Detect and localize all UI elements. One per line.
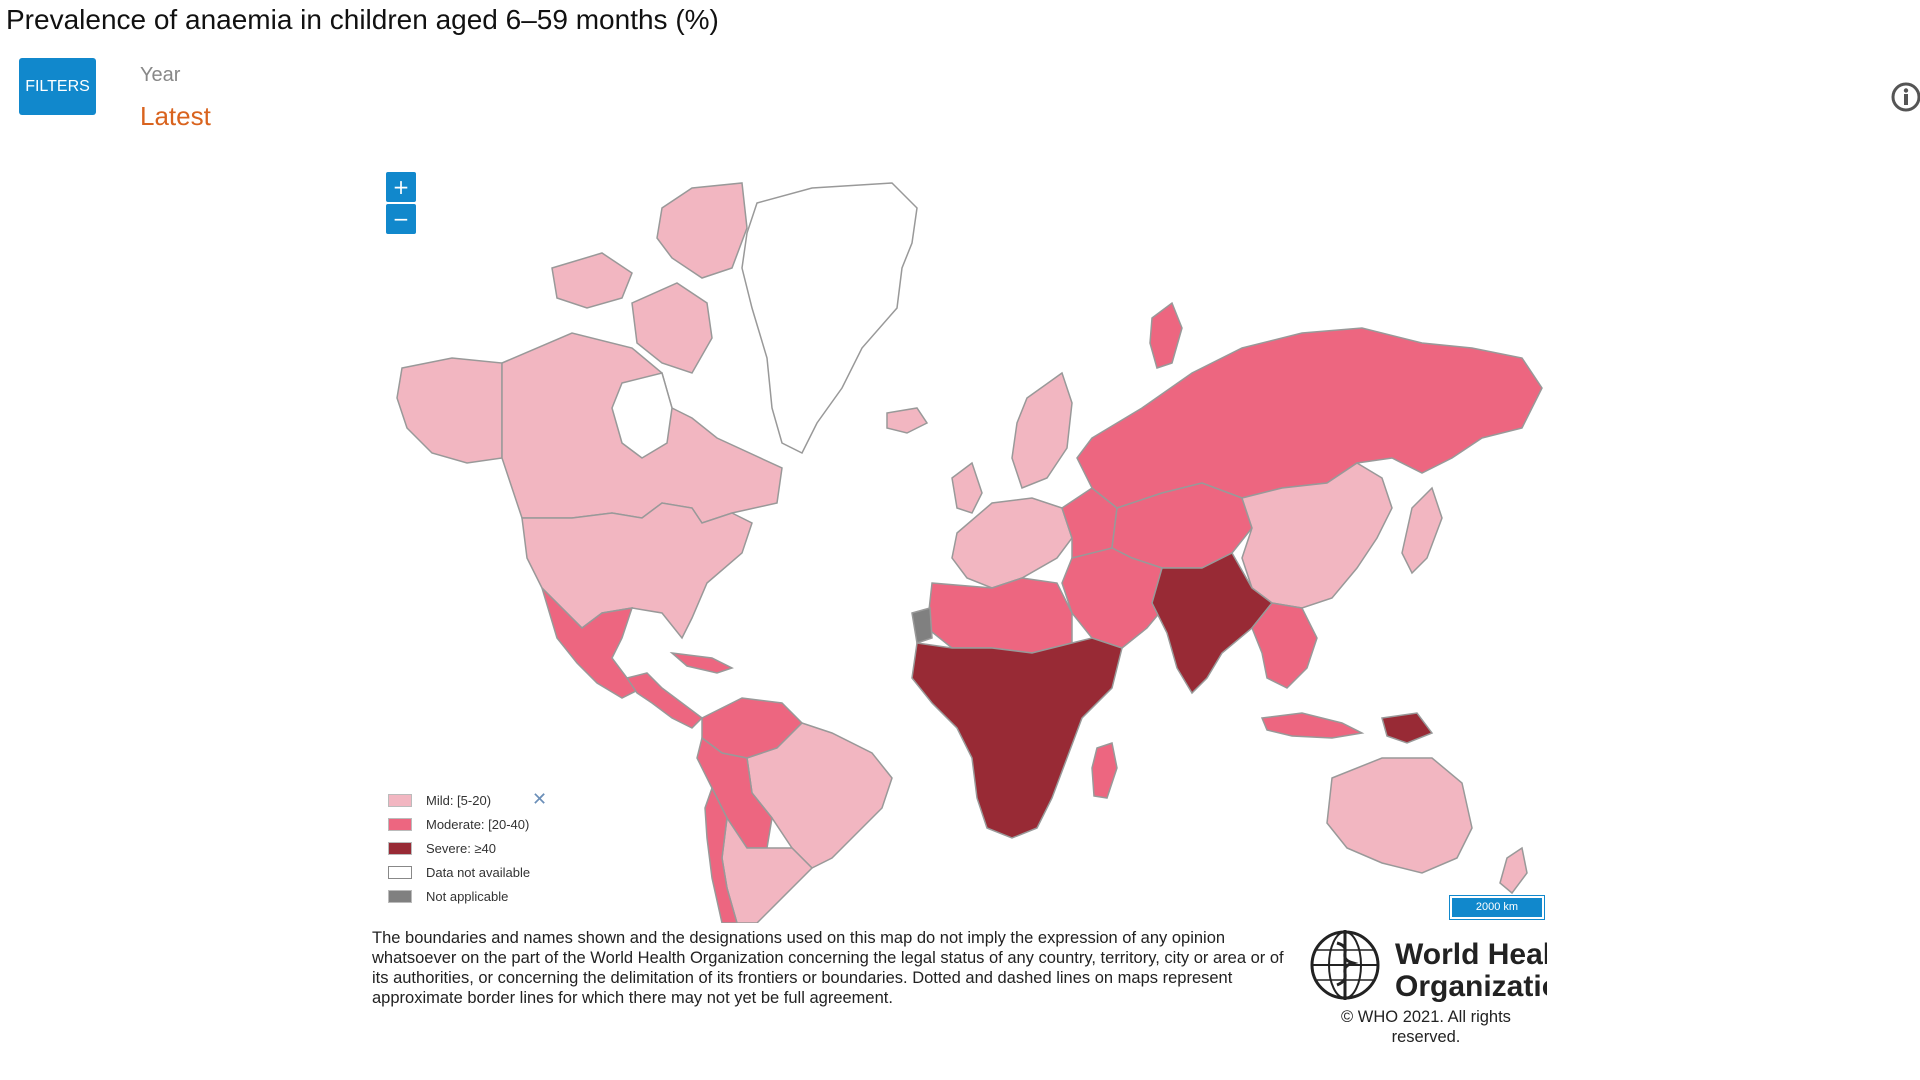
- legend-item-severe: Severe: ≥40: [388, 836, 558, 860]
- world-map[interactable]: [372, 158, 1550, 923]
- region-scandinavia[interactable]: [1011, 371, 1073, 489]
- region-russia[interactable]: [1076, 327, 1543, 509]
- region-papua-new-guinea[interactable]: [1381, 712, 1434, 744]
- region-mexico[interactable]: [541, 587, 644, 699]
- map-disclaimer: The boundaries and names shown and the d…: [372, 929, 1284, 1007]
- legend-swatch: [388, 865, 412, 879]
- zoom-in-button[interactable]: +: [386, 172, 416, 202]
- region-southeast-asia[interactable]: [1251, 602, 1318, 689]
- legend-label: Moderate: [20-40): [426, 816, 530, 832]
- year-filter-label: Year: [140, 64, 181, 86]
- info-icon[interactable]: [1890, 81, 1920, 113]
- page-title: Prevalence of anaemia in children aged 6…: [6, 4, 719, 35]
- region-greenland[interactable]: [741, 182, 918, 455]
- minus-icon: −: [392, 207, 410, 231]
- year-filter-value[interactable]: Latest: [140, 101, 211, 131]
- legend-swatch: [388, 793, 412, 807]
- region-western-europe[interactable]: [951, 497, 1073, 589]
- region-uk[interactable]: [951, 461, 983, 514]
- region-central-america[interactable]: [625, 672, 704, 729]
- region-alaska[interactable]: [396, 357, 503, 464]
- region-novaya-zemlya[interactable]: [1149, 301, 1183, 369]
- plus-icon: +: [392, 175, 410, 199]
- hudson-bay: [611, 372, 673, 459]
- region-iceland[interactable]: [886, 407, 929, 434]
- legend-label: Mild: [5-20): [426, 792, 492, 808]
- legend-label: Not applicable: [426, 888, 509, 904]
- region-caribbean[interactable]: [669, 651, 734, 674]
- who-logo-line2: Organization: [1395, 970, 1547, 1003]
- region-north-africa[interactable]: [926, 577, 1073, 654]
- legend-item-not-applicable: Not applicable: [388, 884, 558, 908]
- region-japan[interactable]: [1401, 486, 1443, 575]
- zoom-out-button[interactable]: −: [386, 204, 416, 234]
- legend-swatch: [388, 817, 412, 831]
- copyright-notice: © WHO 2021. All rights reserved.: [1341, 1008, 1511, 1046]
- who-emblem-icon: [1310, 930, 1380, 1000]
- legend-item-mild: Mild: [5-20): [388, 788, 558, 812]
- region-brazil[interactable]: [746, 722, 893, 869]
- region-chile[interactable]: [704, 786, 738, 923]
- scale-bar: 2000 km: [1450, 896, 1544, 919]
- legend-label: Severe: ≥40: [426, 840, 497, 856]
- region-australia[interactable]: [1326, 757, 1473, 874]
- region-sub-saharan-africa[interactable]: [911, 637, 1123, 839]
- legend-item-no-data: Data not available: [388, 860, 558, 884]
- map-legend: Mild: [5-20) Moderate: [20-40) Severe: ≥…: [388, 788, 558, 908]
- legend-item-moderate: Moderate: [20-40): [388, 812, 558, 836]
- region-middle-east[interactable]: [1061, 547, 1173, 649]
- region-canada-arctic-west[interactable]: [551, 252, 633, 309]
- who-logo: World Health Organization: [1307, 928, 1579, 1003]
- region-madagascar[interactable]: [1091, 742, 1118, 799]
- region-south-asia[interactable]: [1151, 552, 1274, 695]
- legend-swatch: [388, 889, 412, 903]
- filters-button[interactable]: FILTERS: [19, 58, 96, 115]
- region-canada-arctic[interactable]: [656, 182, 748, 279]
- region-china[interactable]: [1241, 462, 1393, 609]
- region-canada-baffin[interactable]: [631, 282, 713, 374]
- legend-swatch: [388, 841, 412, 855]
- region-indonesia[interactable]: [1260, 712, 1365, 739]
- legend-label: Data not available: [426, 864, 531, 880]
- region-new-zealand[interactable]: [1499, 846, 1528, 895]
- close-icon[interactable]: ✕: [532, 789, 548, 809]
- region-western-sahara[interactable]: [911, 607, 933, 644]
- who-logo-line1: World Health: [1395, 938, 1547, 971]
